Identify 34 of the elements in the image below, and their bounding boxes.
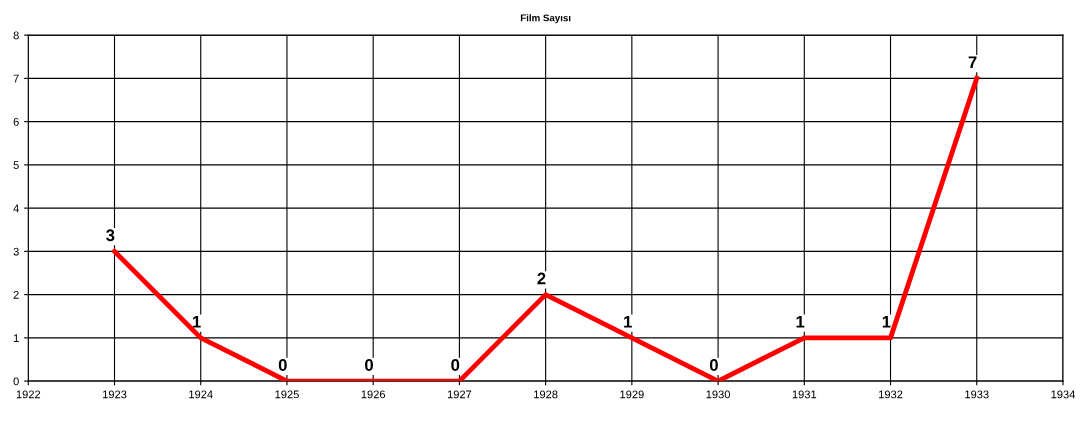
x-tick-label: 1928 xyxy=(534,390,558,399)
x-tick-label: 1923 xyxy=(103,390,127,399)
y-tick-label: 3 xyxy=(13,247,19,256)
data-label: 1 xyxy=(796,316,805,328)
y-tick-label: 6 xyxy=(13,117,19,126)
data-label: 0 xyxy=(451,359,460,371)
x-tick-label: 1926 xyxy=(361,390,386,399)
x-tick-label: 1925 xyxy=(275,390,299,399)
x-tick-label: 1927 xyxy=(447,390,472,399)
data-label: 3 xyxy=(106,229,115,242)
x-tick-label: 1930 xyxy=(706,390,731,399)
y-tick-label: 0 xyxy=(13,377,19,386)
data-label: 7 xyxy=(968,56,977,68)
y-tick-label: 2 xyxy=(13,290,19,299)
data-label: 1 xyxy=(192,316,201,328)
y-tick-label: 4 xyxy=(13,204,19,213)
x-tick-label: 1932 xyxy=(879,390,903,399)
data-label: 0 xyxy=(365,359,373,371)
chart-title: Film Sayısı xyxy=(520,14,571,24)
x-tick-label: 1931 xyxy=(792,390,817,399)
x-tick-label: 1933 xyxy=(965,390,989,399)
y-tick-label: 8 xyxy=(13,31,19,40)
y-tick-label: 1 xyxy=(13,334,19,342)
x-tick-label: 1924 xyxy=(189,390,213,399)
data-label: 2 xyxy=(537,272,546,285)
data-label: 1 xyxy=(882,316,891,328)
data-label: 0 xyxy=(709,359,718,371)
x-tick-label: 1922 xyxy=(16,390,41,399)
x-tick-label: 1934 xyxy=(1051,390,1076,399)
y-tick-label: 7 xyxy=(13,74,19,83)
x-tick-label: 1929 xyxy=(620,390,644,399)
data-label: 0 xyxy=(278,359,287,371)
y-tick-label: 5 xyxy=(13,161,19,169)
data-label: 1 xyxy=(624,316,632,328)
